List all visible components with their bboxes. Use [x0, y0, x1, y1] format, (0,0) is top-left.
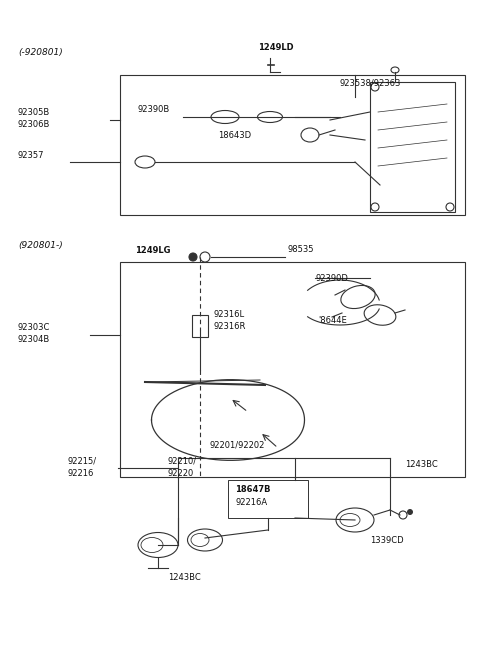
- Text: 92316R: 92316R: [213, 322, 245, 331]
- Circle shape: [200, 252, 210, 262]
- Text: (920801-): (920801-): [18, 241, 63, 250]
- Text: 1243BC: 1243BC: [405, 460, 438, 469]
- Text: 1339CD: 1339CD: [370, 536, 404, 545]
- Bar: [120, 262, 465, 477]
- Circle shape: [371, 83, 379, 91]
- Text: 1249LG: 1249LG: [135, 246, 170, 255]
- Circle shape: [446, 203, 454, 211]
- Ellipse shape: [188, 529, 223, 551]
- Text: 923538/92363: 923538/92363: [340, 78, 401, 87]
- Text: '8644E: '8644E: [318, 316, 347, 325]
- Circle shape: [407, 509, 413, 515]
- Bar: [228, 480, 308, 518]
- Ellipse shape: [138, 533, 178, 558]
- Circle shape: [189, 253, 197, 261]
- Text: 92304B: 92304B: [18, 335, 50, 344]
- Ellipse shape: [191, 533, 209, 547]
- Circle shape: [371, 203, 379, 211]
- Text: 92220: 92220: [168, 469, 194, 478]
- Text: 92305B: 92305B: [18, 108, 50, 117]
- Bar: [192, 315, 208, 337]
- Text: (-920801): (-920801): [18, 48, 63, 57]
- Text: 1249LD: 1249LD: [258, 43, 294, 52]
- Ellipse shape: [336, 508, 374, 532]
- Text: 92201/92202: 92201/92202: [210, 441, 265, 450]
- Ellipse shape: [391, 67, 399, 73]
- Text: 92303C: 92303C: [18, 323, 50, 332]
- Ellipse shape: [340, 514, 360, 526]
- Bar: [120, 75, 465, 215]
- Text: 92216: 92216: [68, 469, 95, 478]
- Text: 1243BC: 1243BC: [168, 573, 201, 582]
- Text: 92306B: 92306B: [18, 120, 50, 129]
- Text: 92215/: 92215/: [68, 457, 97, 466]
- Ellipse shape: [141, 537, 163, 553]
- Ellipse shape: [364, 305, 396, 325]
- Text: 18643D: 18643D: [218, 131, 251, 140]
- Ellipse shape: [257, 112, 283, 122]
- Text: 92316L: 92316L: [213, 310, 244, 319]
- Text: 92210/: 92210/: [168, 457, 197, 466]
- Ellipse shape: [301, 128, 319, 142]
- Text: 92390D: 92390D: [315, 274, 348, 283]
- Text: 92216A: 92216A: [235, 498, 267, 507]
- Text: 18647B: 18647B: [235, 485, 271, 494]
- Ellipse shape: [135, 156, 155, 168]
- Text: 98535: 98535: [287, 245, 313, 254]
- Text: 92390B: 92390B: [138, 105, 170, 114]
- Bar: [370, 82, 455, 212]
- Circle shape: [399, 511, 407, 519]
- Ellipse shape: [211, 110, 239, 124]
- Ellipse shape: [341, 285, 375, 309]
- Text: 92357: 92357: [18, 151, 45, 160]
